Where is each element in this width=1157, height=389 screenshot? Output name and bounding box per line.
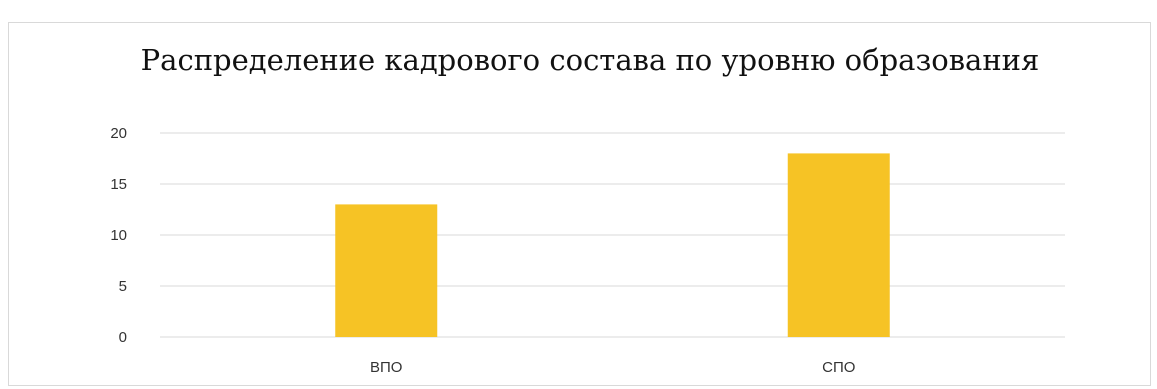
y-tick-label: 0	[119, 329, 127, 346]
bars	[335, 153, 890, 337]
y-axis-tick-labels: 0 5 10 15 20	[110, 125, 127, 346]
bar-1	[335, 204, 438, 337]
y-tick-label: 20	[110, 125, 127, 142]
x-tick-label: ВПО	[370, 359, 402, 376]
y-tick-label: 15	[110, 176, 127, 193]
y-tick-label: 5	[119, 278, 127, 295]
y-tick-label: 10	[110, 227, 127, 244]
bar-2	[787, 153, 890, 337]
chart-title: Распределение кадрового состава по уровн…	[140, 43, 1040, 77]
x-tick-label: СПО	[822, 359, 855, 376]
grid-lines	[160, 132, 1065, 338]
chart-frame	[8, 22, 1151, 386]
x-axis-tick-labels: ВПО СПО	[370, 359, 855, 376]
